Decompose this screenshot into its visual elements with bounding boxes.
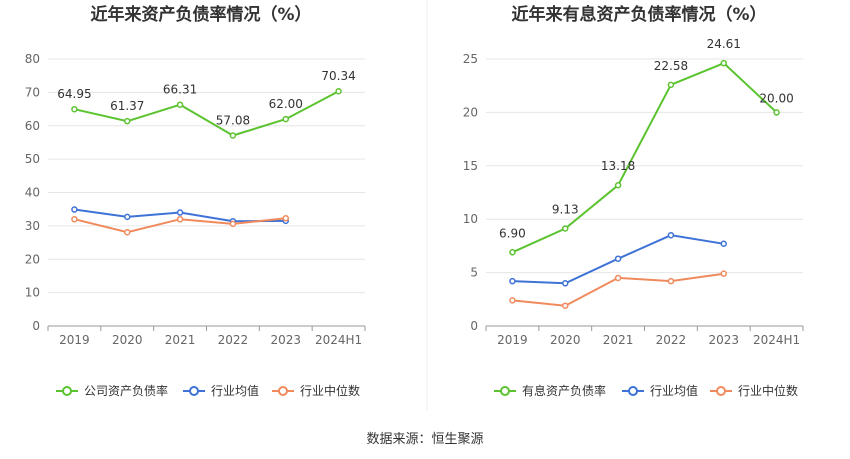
x-tick-label: 2022 [656,333,687,347]
y-tick-label: 5 [470,266,478,280]
x-tick-label: 2022 [218,333,249,347]
data-point [176,215,184,223]
y-tick-label: 70 [25,85,40,99]
x-tick-label: 2019 [497,333,528,347]
data-point [667,231,675,239]
data-point [124,228,131,236]
data-point [614,255,622,262]
data-point [562,302,569,309]
data-point [562,225,569,232]
data-point [509,297,516,304]
legend-label: 行业中位数 [300,383,360,398]
data-label: 13.18 [601,159,635,173]
data-point [720,240,727,248]
data-label: 64.95 [57,87,91,101]
chart-title: 近年来有息资产负债率情况（%） [511,4,766,25]
data-label: 61.37 [110,99,144,113]
y-tick-label: 30 [25,219,40,233]
data-point [282,115,289,123]
x-tick-label: 2023 [270,333,301,347]
chart-source: 数据来源：恒生聚源 [366,432,483,447]
y-tick-label: 0 [32,319,40,333]
data-point [562,280,569,287]
data-point [71,105,78,113]
data-point [667,81,675,89]
x-tick-label: 2024H1 [315,333,362,347]
data-point [720,270,727,277]
data-point [71,215,78,223]
y-tick-label: 20 [25,252,40,266]
legend-swatch-marker [278,386,288,396]
series-line [74,90,340,137]
data-point [509,277,516,285]
data-point [71,206,78,213]
x-tick-label: 2020 [112,333,143,347]
y-tick-label: 80 [25,52,40,66]
y-tick-label: 40 [25,186,40,200]
x-tick-label: 2019 [59,333,90,347]
legend-swatch-marker [716,386,726,396]
y-tick-label: 10 [463,212,478,226]
legend-swatch-marker [189,386,199,396]
data-label: 6.90 [499,226,526,240]
legend-swatch-marker [62,386,72,396]
data-label: 62.00 [269,97,303,111]
series-line [511,62,778,254]
data-label: 20.00 [759,91,793,105]
legend-label: 行业均值 [650,383,698,398]
data-label: 70.34 [321,69,355,83]
data-label: 22.58 [654,59,688,73]
legend-swatch-marker [628,386,638,396]
data-point [509,249,516,256]
data-point [124,117,131,125]
legend-label: 公司资产负债率 [84,383,168,398]
x-tick-label: 2021 [603,333,634,347]
data-point [176,209,184,216]
x-tick-label: 2024H1 [753,333,800,347]
legend-label: 有息资产负债率 [522,383,606,398]
data-label: 24.61 [707,37,741,51]
legend-swatch-marker [500,386,510,396]
legend-label: 行业中位数 [738,383,798,398]
y-tick-label: 10 [25,286,40,300]
data-label: 9.13 [552,202,579,216]
y-tick-label: 20 [463,105,478,119]
legend-label: 行业均值 [211,383,259,398]
data-point [773,109,780,116]
data-point [229,132,237,139]
y-tick-label: 25 [463,52,478,66]
data-point [667,277,675,285]
data-point [124,213,131,221]
data-label: 57.08 [216,113,250,127]
data-label: 66.31 [163,83,197,97]
data-point [282,214,289,222]
data-point [335,87,342,95]
data-point [614,181,622,189]
x-tick-label: 2021 [165,333,196,347]
data-point [176,101,184,108]
data-point [229,220,237,228]
y-tick-label: 60 [25,119,40,133]
y-tick-label: 15 [463,159,478,173]
data-point [614,274,622,282]
y-tick-label: 50 [25,152,40,166]
chart-title: 近年来资产负债率情况（%） [90,4,311,25]
x-tick-label: 2020 [550,333,581,347]
data-point [720,59,727,67]
x-tick-label: 2023 [708,333,739,347]
y-tick-label: 0 [470,319,478,333]
